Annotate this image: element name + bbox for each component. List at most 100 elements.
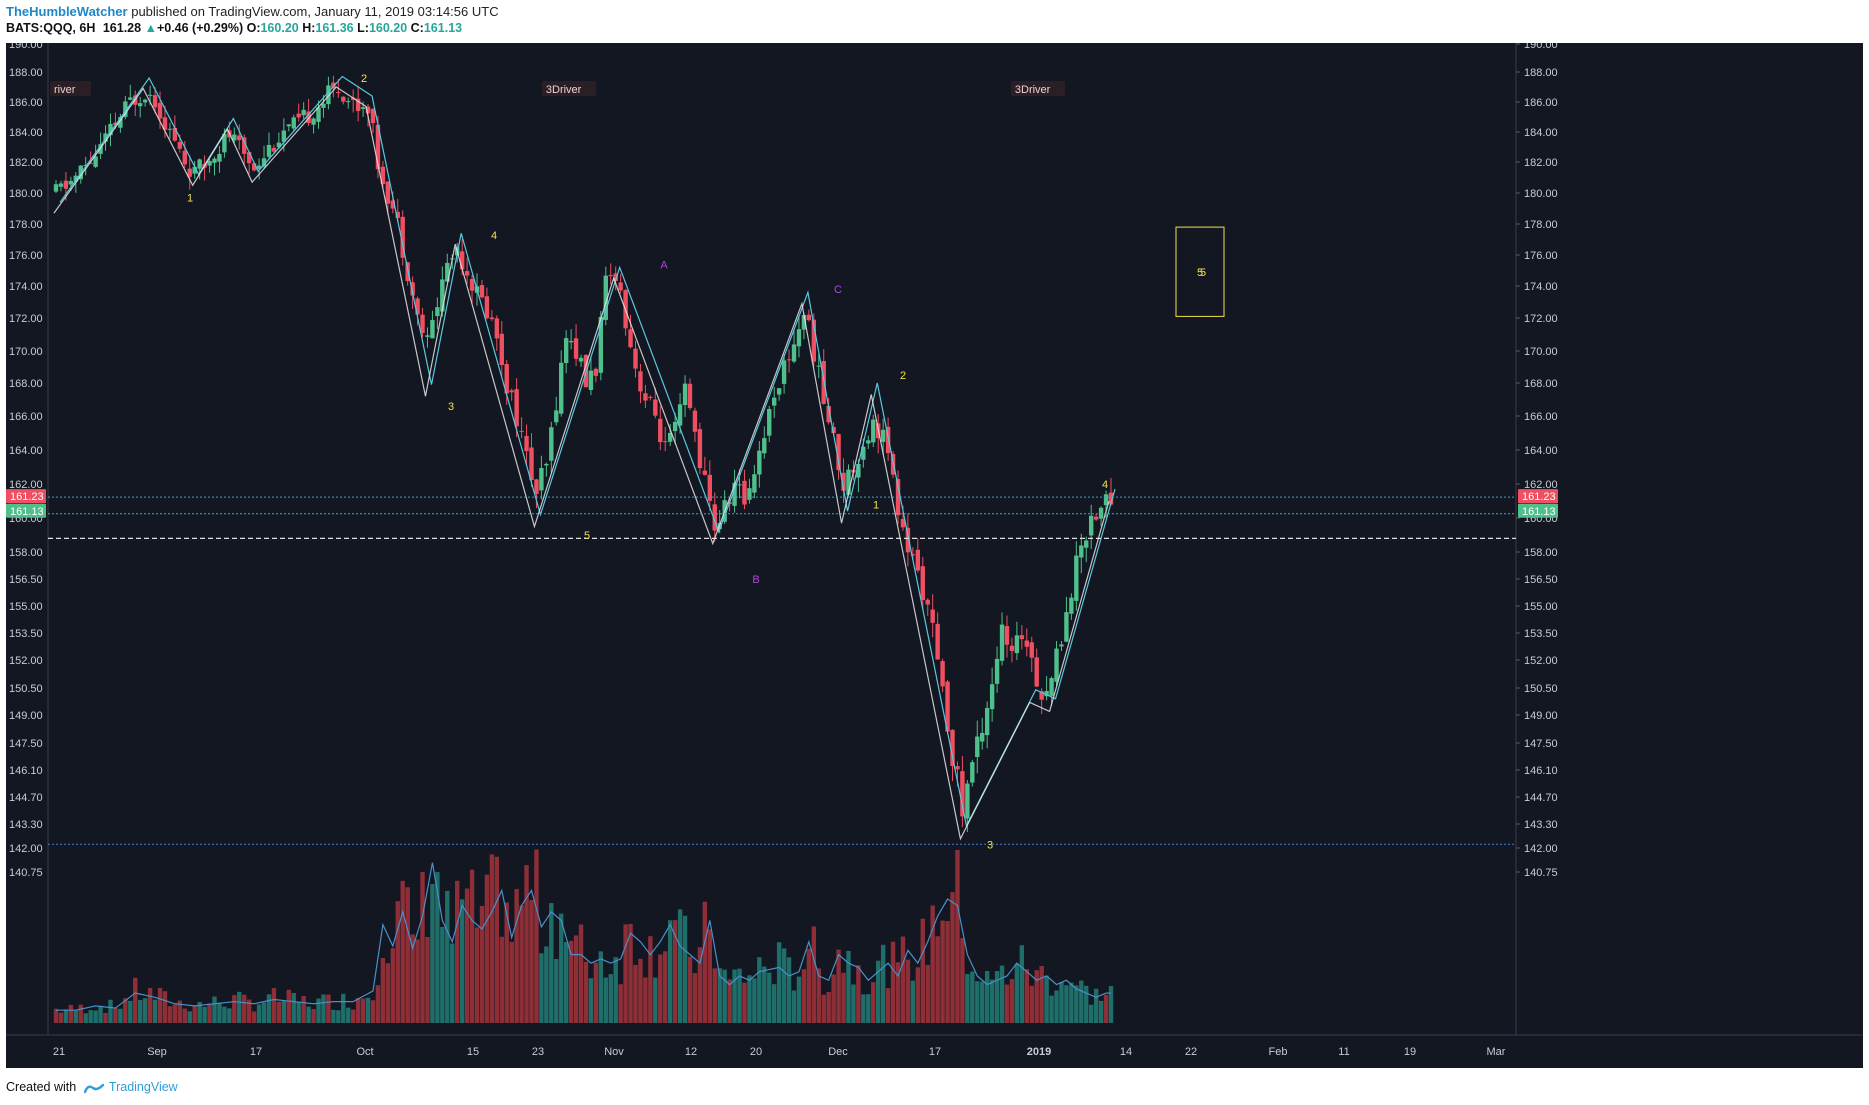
candle-body: [1059, 644, 1064, 647]
volume-bar: [895, 962, 901, 1023]
volume-bar: [658, 954, 663, 1023]
volume-bar: [459, 899, 465, 1023]
candle-body: [355, 98, 361, 112]
volume-bar: [306, 1006, 311, 1023]
candle-body: [162, 117, 168, 130]
y-tick-label-right: 156.50: [1524, 574, 1558, 586]
y-tick-label-left: 182.00: [9, 157, 43, 169]
y-tick-label-right: 142.00: [1524, 843, 1558, 855]
candle-body: [291, 117, 296, 129]
y-tick-label-right: 152.00: [1524, 655, 1558, 667]
volume-bar: [1084, 985, 1089, 1023]
y-tick-label-left: 174.00: [9, 281, 43, 293]
candle-body: [836, 433, 841, 470]
candle-body: [1108, 492, 1114, 505]
candle-body: [281, 130, 287, 142]
volume-bar: [355, 997, 361, 1023]
volume-bar: [499, 936, 504, 1023]
high-label: H:: [302, 21, 316, 35]
candle-body: [138, 103, 143, 107]
candle-body: [435, 307, 440, 317]
volume-bar: [182, 1008, 187, 1023]
candle-body: [1084, 540, 1089, 548]
y-tick-label-left: 176.00: [9, 250, 43, 262]
x-tick-label: 21: [53, 1046, 65, 1058]
candle-body: [831, 426, 836, 434]
candle-body: [360, 107, 366, 109]
chart-area[interactable]: 190.00 190.00 188.00 188.00 186.00 186.00 184.…: [6, 43, 1863, 1068]
volume-bar: [1054, 990, 1059, 1023]
candle-body: [489, 317, 495, 320]
volume-bar: [336, 1010, 341, 1023]
volume-bar: [217, 1003, 222, 1023]
candle-body: [559, 362, 564, 414]
pattern-label: 3Driver: [546, 84, 582, 96]
candle-body: [519, 430, 524, 432]
candle-body: [796, 329, 802, 347]
volume-bar: [667, 920, 673, 1023]
candle-body: [628, 329, 633, 348]
volume-bar: [826, 991, 831, 1023]
last-price: 161.28: [102, 21, 142, 35]
volume-bar: [88, 1010, 93, 1023]
volume-bar: [549, 903, 554, 1023]
price-chart[interactable]: 190.00 190.00 188.00 188.00 186.00 186.00 184.…: [6, 43, 1863, 1068]
candle-body: [970, 762, 975, 783]
volume-bar: [147, 987, 153, 1023]
volume-bar: [425, 937, 430, 1023]
volume-bar: [771, 984, 777, 1023]
volume-bar: [717, 968, 722, 1023]
x-tick-label: 17: [929, 1046, 941, 1058]
candle-body: [776, 388, 782, 395]
y-tick-label-right: 172.00: [1524, 313, 1558, 325]
volume-bar: [212, 996, 217, 1023]
candle-body: [469, 279, 475, 291]
author-name[interactable]: TheHumbleWatcher: [6, 4, 128, 19]
volume-bar: [806, 948, 812, 1023]
candle-body: [539, 468, 544, 491]
candle-body: [207, 160, 212, 166]
candle-body: [58, 183, 64, 187]
volume-bar: [232, 995, 237, 1023]
candle-body: [93, 156, 98, 167]
candle-body: [682, 383, 688, 406]
volume-bar: [1103, 994, 1109, 1023]
volume-bar: [360, 998, 366, 1023]
volume-bar: [648, 936, 653, 1023]
candle-body: [103, 133, 108, 142]
volume-bar: [415, 939, 420, 1023]
candle-body: [217, 153, 222, 162]
candle-body: [866, 440, 871, 444]
candle-body: [801, 314, 807, 330]
volume-bar: [732, 969, 737, 1023]
volume-bar: [291, 992, 296, 1023]
y-tick-label-right: 153.50: [1524, 628, 1558, 640]
y-tick-label-left: 170.00: [9, 346, 43, 358]
candle-body: [841, 472, 846, 491]
volume-bar: [1108, 986, 1114, 1023]
x-tick-label: 2019: [1027, 1046, 1051, 1058]
close-value: 161.13: [423, 21, 463, 35]
volume-bar: [63, 1009, 69, 1023]
y-tick-label-right: 182.00: [1524, 157, 1558, 169]
candle-body: [544, 463, 549, 466]
volume-bar: [697, 947, 703, 1023]
pattern-label: 3Driver: [1015, 84, 1051, 96]
candle-body: [266, 144, 272, 157]
candle-body: [336, 92, 341, 94]
volume-bar: [514, 888, 519, 1023]
volume-bar: [341, 993, 346, 1023]
candle-body: [1069, 597, 1074, 614]
y-tick-label-left: 146.10: [9, 765, 43, 777]
candle-body: [479, 285, 485, 298]
candle-body: [737, 484, 742, 486]
candle-body: [1034, 657, 1039, 687]
tradingview-brand[interactable]: TradingView: [108, 1080, 178, 1094]
candle-body: [142, 99, 148, 103]
volume-bar: [440, 926, 445, 1023]
wave-label: 2: [900, 370, 906, 382]
candle-body: [459, 251, 465, 270]
y-tick-label-left: 166.00: [9, 411, 43, 423]
candle-body: [346, 101, 351, 103]
volume-bar: [93, 1010, 98, 1023]
